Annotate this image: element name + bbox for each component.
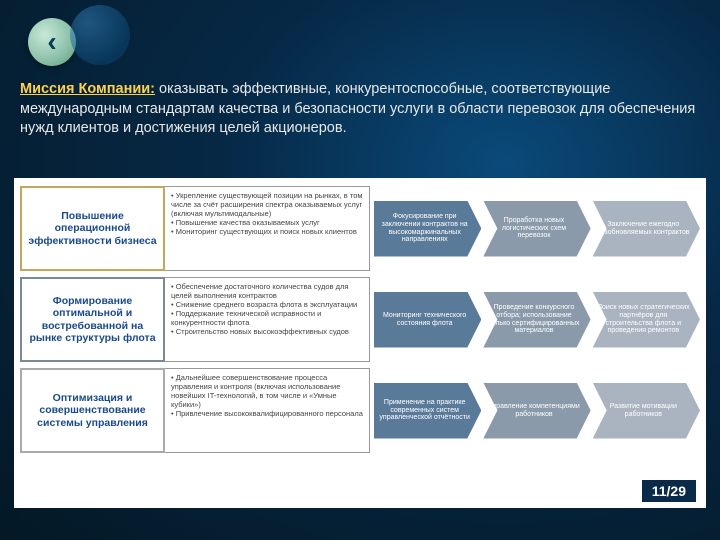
arrow-step: Мониторинг технического состояния флота — [374, 292, 481, 348]
bullet-item: Строительство новых высокоэффективных су… — [171, 327, 363, 336]
strategy-row: Оптимизация и совершенствование системы … — [20, 368, 700, 453]
arrow-step: Управление компетенциями работников — [483, 383, 590, 439]
bullet-item: Обеспечение достаточного количества судо… — [171, 282, 363, 300]
page-number: 11/29 — [642, 480, 696, 502]
arrow-step: Проработка новых логистических схем пере… — [483, 201, 590, 257]
bullet-item: Мониторинг существующих и поиск новых кл… — [171, 227, 363, 236]
arrow-step: Фокусирование при заключении контрактов … — [374, 201, 481, 257]
bullet-item: Снижение среднего возраста флота в экспл… — [171, 300, 363, 309]
arrow-label: Фокусирование при заключении контрактов … — [378, 213, 471, 244]
row-bullets: Обеспечение достаточного количества судо… — [165, 277, 370, 362]
arrow-step: Заключение ежегодно возобновляемых контр… — [593, 201, 700, 257]
mission-label: Миссия Компании: — [20, 81, 155, 97]
strategy-row: Формирование оптимальной и востребованно… — [20, 277, 700, 362]
bullet-item: Привлечение высококвалифицированного пер… — [171, 409, 363, 418]
mission-text: Миссия Компании: оказывать эффективные, … — [20, 80, 700, 139]
bullet-item: Укрепление существующей позиции на рынка… — [171, 191, 363, 218]
chevron-left-icon: ‹ — [47, 28, 56, 56]
arrow-label: Управление компетенциями работников — [487, 403, 580, 418]
row-title-box: Повышение операционной эффективности биз… — [20, 186, 165, 271]
arrow-label: Заключение ежегодно возобновляемых контр… — [597, 221, 690, 236]
arrow-step: Развитие мотивации работников — [593, 383, 700, 439]
row-arrows: Применение на практике современных систе… — [370, 368, 700, 453]
row-bullets: Укрепление существующей позиции на рынка… — [165, 186, 370, 271]
row-title-box: Оптимизация и совершенствование системы … — [20, 368, 165, 453]
arrow-label: Проведение конкурсного отбора; использов… — [487, 304, 580, 335]
row-arrows: Фокусирование при заключении контрактов … — [370, 186, 700, 271]
row-bullets: Дальнейшее совершенствование процесса уп… — [165, 368, 370, 453]
bullet-item: Дальнейшее совершенствование процесса уп… — [171, 373, 363, 409]
arrow-label: Поиск новых стратегических партнёров для… — [597, 304, 690, 335]
bullet-item: Поддержание технической исправности и ко… — [171, 309, 363, 327]
row-arrows: Мониторинг технического состояния флота П… — [370, 277, 700, 362]
strategy-diagram: Повышение операционной эффективности биз… — [14, 178, 706, 508]
arrow-label: Проработка новых логистических схем пере… — [487, 217, 580, 240]
arrow-step: Применение на практике современных систе… — [374, 383, 481, 439]
globe-icon — [70, 5, 130, 65]
back-button[interactable]: ‹ — [28, 18, 76, 66]
arrow-step: Поиск новых стратегических партнёров для… — [593, 292, 700, 348]
arrow-label: Развитие мотивации работников — [597, 403, 690, 418]
row-title-box: Формирование оптимальной и востребованно… — [20, 277, 165, 362]
arrow-label: Применение на практике современных систе… — [378, 399, 471, 422]
bullet-item: Повышение качества оказываемых услуг — [171, 218, 363, 227]
arrow-label: Мониторинг технического состояния флота — [378, 312, 471, 327]
arrow-step: Проведение конкурсного отбора; использов… — [483, 292, 590, 348]
strategy-row: Повышение операционной эффективности биз… — [20, 186, 700, 271]
